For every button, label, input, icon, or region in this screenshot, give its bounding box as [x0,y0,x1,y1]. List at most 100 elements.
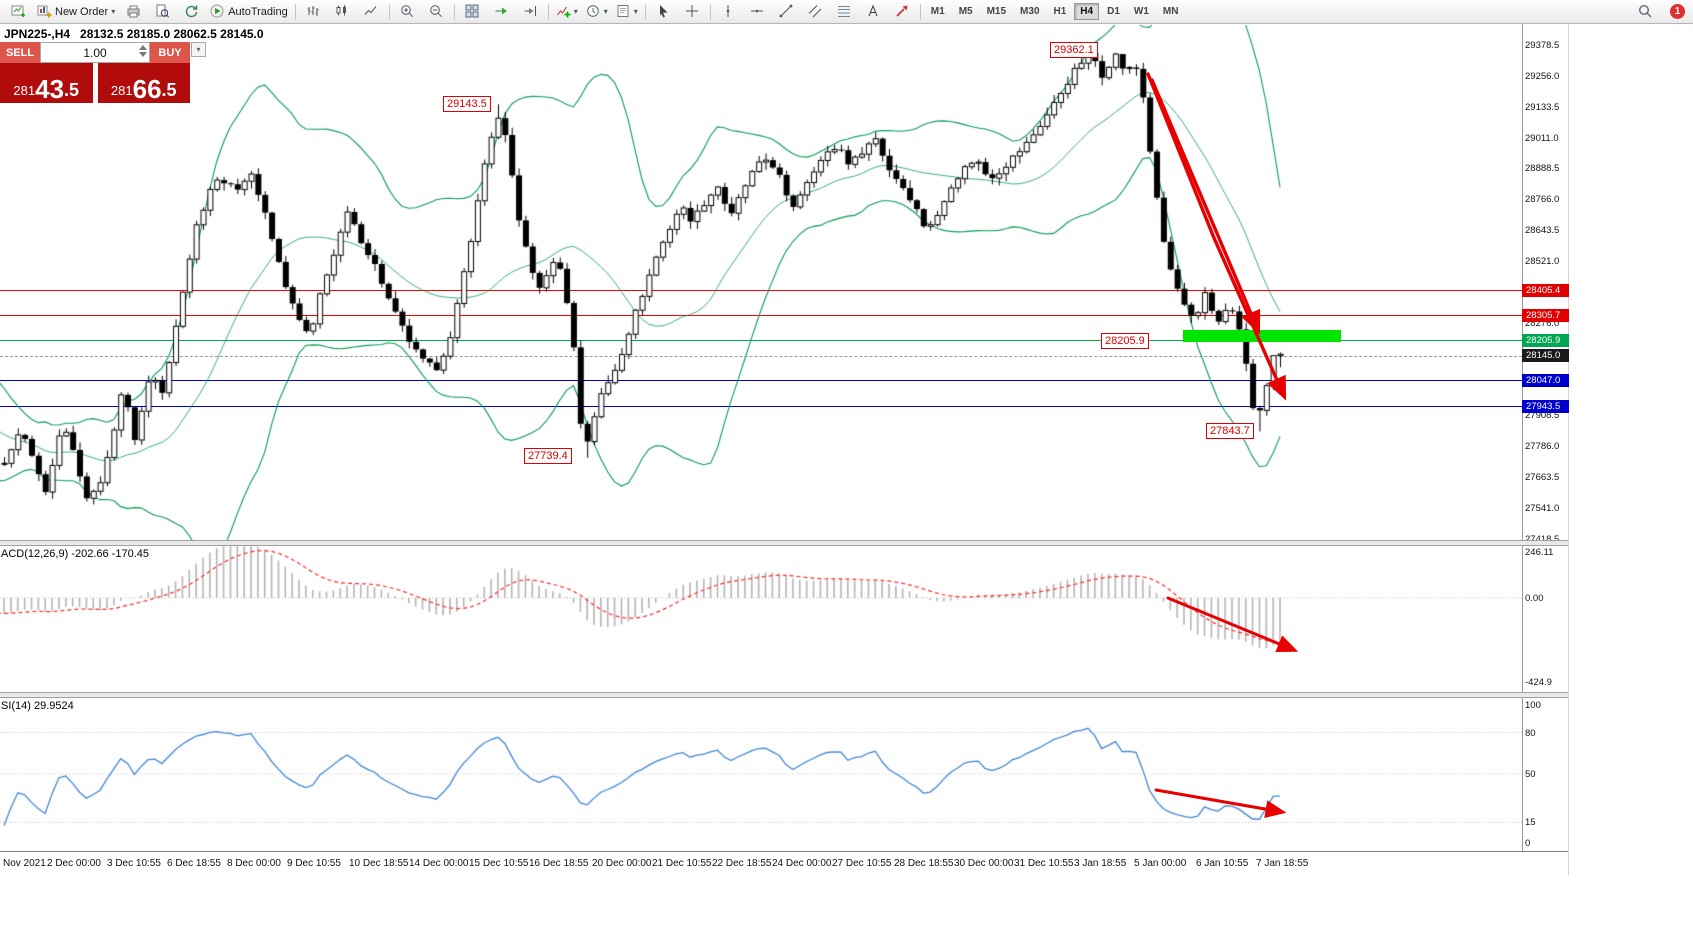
time-axis-label: 22 Dec 18:55 [712,858,772,869]
periods-button[interactable]: ▾ [582,1,612,23]
tile-icon [465,4,479,18]
toolbar-separator [709,3,711,20]
clock-icon [586,5,599,17]
buy-price-dec: .5 [161,80,177,101]
timeframe-d1[interactable]: D1 [1107,6,1120,17]
candlestick-chart-button[interactable] [328,1,357,23]
vline-icon [726,5,730,17]
auto-scroll-button[interactable] [487,1,516,23]
time-axis-label: 20 Dec 00:00 [592,858,652,869]
price-scale-label: 28521.0 [1525,256,1560,267]
zoomin-icon [400,5,413,18]
timeframe-w1[interactable]: W1 [1133,6,1149,17]
panel-splitter-2[interactable] [0,692,1568,698]
price-callout-29143.5[interactable]: 29143.5 [443,96,491,112]
zoomout-icon [429,5,442,18]
preview-icon [156,4,170,18]
macd-scale-label: 0.00 [1525,592,1544,604]
print-preview-button[interactable] [148,1,177,23]
cursor-button[interactable] [649,1,678,23]
volume-spinner [139,45,147,57]
toolbar-separator [644,3,646,20]
highlight-zone[interactable] [1183,330,1341,342]
timeframe-m1[interactable]: M1 [930,6,945,17]
price-callout-27739.4[interactable]: 27739.4 [524,448,572,464]
volume-down-button[interactable] [139,52,147,57]
chart-shift-button[interactable] [516,1,545,23]
print-button[interactable] [119,1,148,23]
bars-icon [307,6,319,16]
time-axis-label: 16 Dec 18:55 [529,858,589,869]
dropdown-caret-icon: ▾ [111,6,116,16]
fibonacci-button[interactable] [830,1,859,23]
timeframe-h1[interactable]: H1 [1053,6,1067,17]
timeframe-mn[interactable]: MN [1162,6,1179,17]
sell-price[interactable]: 281 43.5 [0,63,93,103]
trendline-button[interactable] [772,1,801,23]
buy-price[interactable]: 281 66.5 [97,63,190,103]
timeframe-m30[interactable]: M30 [1020,6,1040,17]
time-axis-label: 15 Dec 10:55 [469,858,529,869]
panel-splitter-1[interactable] [0,540,1568,546]
text-label-button[interactable] [859,1,888,23]
time-axis-label: 14 Dec 00:00 [409,858,469,869]
macd-scale-label: 246.11 [1525,547,1554,558]
trade-panel-collapse-button[interactable]: ▾ [191,42,206,57]
price-callout-29362.1[interactable]: 29362.1 [1050,42,1098,58]
toolbar-separator [919,3,921,20]
new-chart-button[interactable] [4,1,33,23]
timeframe-h4[interactable]: H4 [1074,3,1100,20]
time-axis-label: 10 Dec 18:55 [349,858,409,869]
price-tag-28047.0: 28047.0 [1522,373,1569,387]
search-button[interactable] [1631,1,1660,23]
indicators-button[interactable]: ▾ [552,1,582,23]
macd-indicator-label: ACD(12,26,9) -202.66 -170.45 [1,548,149,560]
line-chart-button[interactable] [357,1,386,23]
order-icon [37,5,52,18]
play-icon [210,4,224,18]
dropdown-caret-icon: ▾ [603,6,608,16]
price-scale-label: 27663.5 [1525,471,1560,483]
time-axis-label: 30 Dec 00:00 [954,858,1014,869]
autotrading-button[interactable]: AutoTrading [206,1,292,23]
arrow-objects-button[interactable] [888,1,917,23]
rsi-indicator-label: SI(14) 29.9524 [1,700,74,712]
templates-button[interactable]: ▾ [612,1,642,23]
cursor-icon [659,5,668,18]
time-axis-label: 21 Dec 10:55 [652,858,712,869]
zoom-out-button[interactable] [422,1,451,23]
price-callout-28205.9[interactable]: 28205.9 [1101,333,1149,349]
time-axis-label: 6 Jan 10:55 [1196,858,1249,869]
new-order-button[interactable]: New Order ▾ [33,1,119,23]
timeframe-m5[interactable]: M5 [958,6,973,17]
notification-badge[interactable]: 1 [1670,4,1685,19]
rsi-scale-label: 100 [1525,699,1541,711]
timeframe-m15[interactable]: M15 [986,6,1007,17]
horizontal-line-button[interactable] [743,1,772,23]
price-scale-label: 29011.0 [1525,132,1559,144]
volume-up-button[interactable] [139,45,147,50]
chart-canvas[interactable] [0,0,1522,875]
sell-button[interactable]: SELL [0,42,40,63]
time-axis-label: 5 Jan 00:00 [1134,858,1187,869]
price-tag-28405.4: 28405.4 [1522,283,1569,297]
price-callout-27843.7[interactable]: 27843.7 [1206,423,1254,439]
equidistant-channel-button[interactable] [801,1,830,23]
bar-chart-button[interactable] [299,1,328,23]
fibo-icon [837,6,850,17]
volume-input[interactable]: 1.00 [40,42,150,63]
refresh-button[interactable] [177,1,206,23]
zoom-in-button[interactable] [393,1,422,23]
buy-button[interactable]: BUY [150,42,190,63]
vertical-line-button[interactable] [714,1,743,23]
time-axis-label: Nov 2021 [3,858,46,869]
crosshair-button[interactable] [678,1,707,23]
toolbar-separator [547,3,549,20]
time-axis[interactable]: Nov 2021 2 Dec 00:00 3 Dec 10:55 6 Dec 18:5… [0,851,1568,876]
autoscroll-icon [495,7,507,15]
sell-price-pre: 281 [13,83,36,98]
buy-price-pre: 281 [110,83,133,98]
time-axis-label: 27 Dec 10:55 [832,858,892,869]
price-scale-label: 28766.0 [1525,194,1560,206]
tile-windows-button[interactable] [458,1,487,23]
